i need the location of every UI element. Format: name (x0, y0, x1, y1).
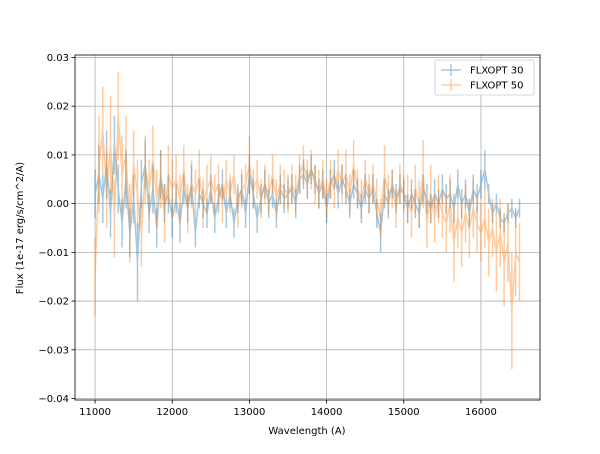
y-axis-label: Flux (1e-17 erg/s/cm^2/A) (15, 162, 26, 294)
x-axis-label: Wavelength (A) (268, 426, 345, 437)
grid (75, 55, 540, 400)
x-tick-label: 16000 (465, 407, 497, 418)
legend-label: FLXOPT 30 (470, 66, 523, 77)
legend-label: FLXOPT 50 (470, 81, 523, 92)
x-tick-label: 11000 (79, 407, 111, 418)
y-tick-label: 0.01 (47, 150, 69, 161)
legend-marker (441, 64, 461, 76)
ticks: 11000 12000 13000 14000 15000 16000 −0.04 −0.03… (38, 53, 497, 418)
plot-frame (74, 54, 541, 401)
series-line (94, 115, 521, 311)
y-tick-label: 0.02 (47, 102, 69, 113)
x-tick-label: 15000 (388, 407, 420, 418)
y-tick-label: −0.04 (38, 394, 69, 405)
y-tick-label: −0.03 (38, 345, 69, 356)
y-tick-label: 0.00 (47, 199, 69, 210)
x-tick-label: 12000 (156, 407, 188, 418)
y-tick-label: −0.01 (38, 248, 69, 259)
x-tick-label: 14000 (311, 407, 343, 418)
series-layer (94, 72, 521, 370)
x-tick-label: 13000 (234, 407, 266, 418)
y-tick-label: −0.02 (38, 297, 69, 308)
series-line (94, 145, 521, 263)
y-tick-label: 0.03 (47, 53, 69, 64)
legend-marker (441, 79, 461, 91)
series-flxopt-50 (94, 72, 521, 370)
legend: FLXOPT 30 FLXOPT 50 (434, 59, 535, 96)
series-flxopt-30 (94, 115, 521, 302)
